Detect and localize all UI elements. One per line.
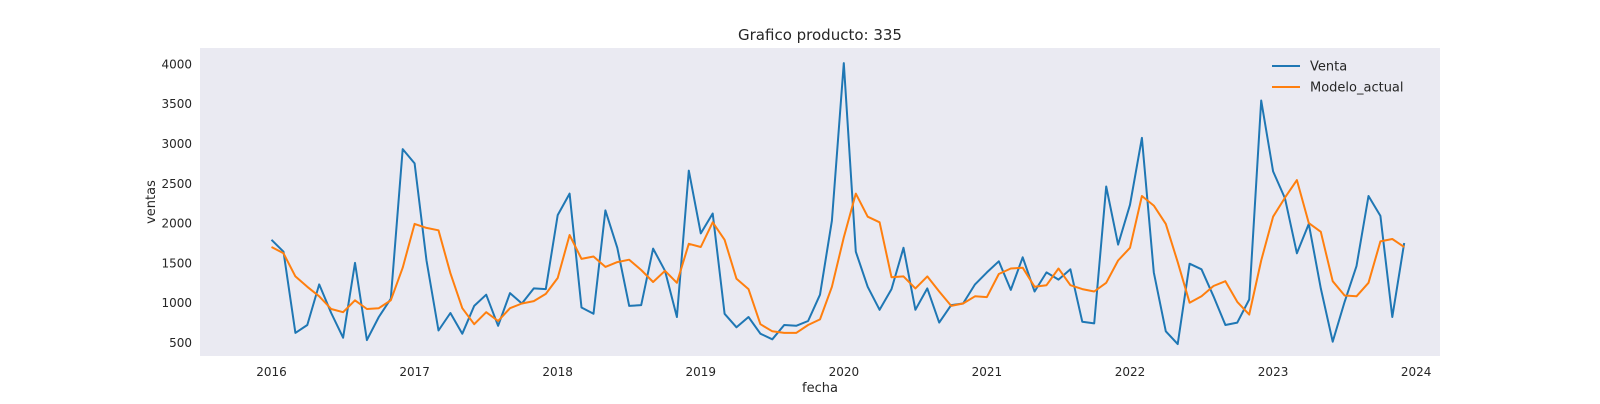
y-axis-label: ventas xyxy=(144,180,159,224)
y-tick-label: 1500 xyxy=(161,256,192,270)
legend: Venta Modelo_actual xyxy=(1272,60,1404,96)
x-tick-label: 2022 xyxy=(1115,365,1146,379)
x-tick-label: 2019 xyxy=(685,365,716,379)
legend-label: Modelo_actual xyxy=(1310,81,1404,96)
x-tick-label: 2020 xyxy=(829,365,860,379)
x-tick-label: 2017 xyxy=(399,365,430,379)
x-tick-label: 2016 xyxy=(256,365,287,379)
y-tick-label: 3500 xyxy=(161,97,192,111)
series-line-venta xyxy=(270,62,1406,346)
legend-label: Venta xyxy=(1310,60,1347,75)
y-tick-label: 1000 xyxy=(161,296,192,310)
y-tick-label: 4000 xyxy=(161,57,192,71)
x-axis: 2016 2017 2018 2019 2020 2021 2022 2023 2024 xyxy=(256,365,1431,379)
series-line-modelo-actual xyxy=(271,179,1405,334)
series-lines xyxy=(270,62,1406,346)
x-tick-label: 2018 xyxy=(542,365,573,379)
plot-area xyxy=(200,48,1440,356)
x-tick-label: 2024 xyxy=(1401,365,1432,379)
x-tick-label: 2023 xyxy=(1258,365,1289,379)
x-tick-label: 2021 xyxy=(972,365,1003,379)
y-tick-label: 2500 xyxy=(161,177,192,191)
chart-title: Grafico producto: 335 xyxy=(738,26,902,44)
y-axis: 500 1000 1500 2000 2500 3000 3500 4000 xyxy=(161,57,192,350)
y-tick-label: 2000 xyxy=(161,217,192,231)
x-axis-label: fecha xyxy=(802,381,838,396)
y-tick-label: 500 xyxy=(169,336,192,350)
y-tick-label: 3000 xyxy=(161,137,192,151)
